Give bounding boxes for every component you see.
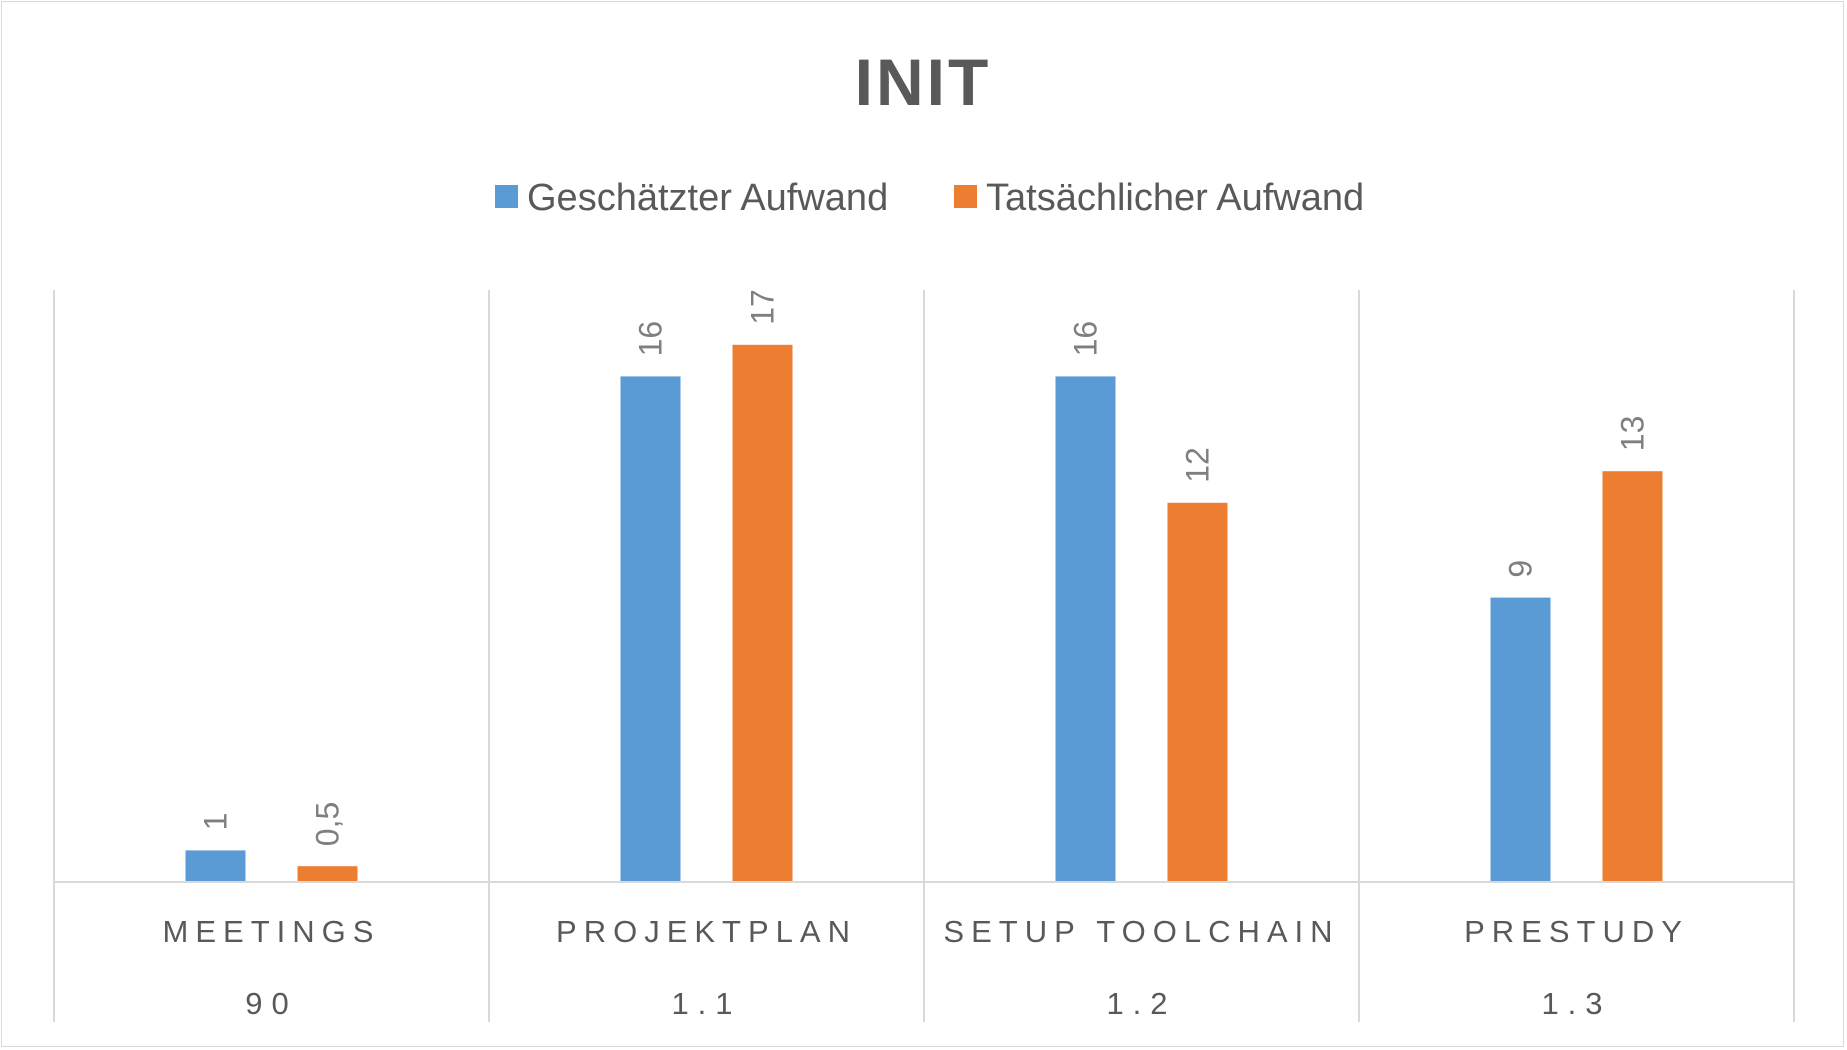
bar bbox=[297, 866, 358, 882]
data-label: 16 bbox=[1068, 321, 1104, 357]
bar bbox=[1490, 597, 1551, 882]
data-label: 13 bbox=[1615, 416, 1651, 452]
category-code-label: 90 bbox=[245, 986, 297, 1021]
data-label: 9 bbox=[1503, 560, 1539, 578]
legend-label-tatsaechlicher-aufwand: Tatsächlicher Aufwand bbox=[986, 177, 1364, 219]
legend-swatch-geschaetzter-aufwand bbox=[495, 185, 518, 208]
category-code-label: 1.2 bbox=[1106, 986, 1176, 1021]
bar bbox=[1055, 376, 1116, 882]
data-label: 17 bbox=[745, 289, 781, 325]
legend-label-geschaetzter-aufwand: Geschätzter Aufwand bbox=[527, 177, 888, 219]
data-label: 0,5 bbox=[310, 802, 346, 846]
bar bbox=[732, 344, 793, 882]
data-label: 1 bbox=[198, 813, 234, 831]
bar bbox=[620, 376, 681, 882]
bar bbox=[1167, 502, 1228, 882]
category-label: PROJEKTPLAN bbox=[556, 914, 857, 949]
data-label: 12 bbox=[1180, 447, 1216, 483]
plot-area: 1 0,5 MEETINGS 90 16 17 PROJEKTPLAN 1.1 16 12 SETU… bbox=[53, 289, 1795, 1022]
category-code-label: 1.1 bbox=[671, 986, 741, 1021]
bar bbox=[185, 850, 246, 882]
legend: Geschätzter Aufwand Tatsächlicher Aufwan… bbox=[495, 177, 1364, 219]
bar bbox=[1602, 471, 1663, 882]
category-label: MEETINGS bbox=[163, 914, 381, 949]
category-label: PRESTUDY bbox=[1464, 914, 1689, 949]
category-label: SETUP TOOLCHAIN bbox=[943, 914, 1339, 949]
chart-title: INIT bbox=[855, 45, 992, 119]
category-code-label: 1.3 bbox=[1541, 986, 1611, 1021]
data-label: 16 bbox=[633, 321, 669, 357]
legend-swatch-tatsaechlicher-aufwand bbox=[954, 185, 977, 208]
